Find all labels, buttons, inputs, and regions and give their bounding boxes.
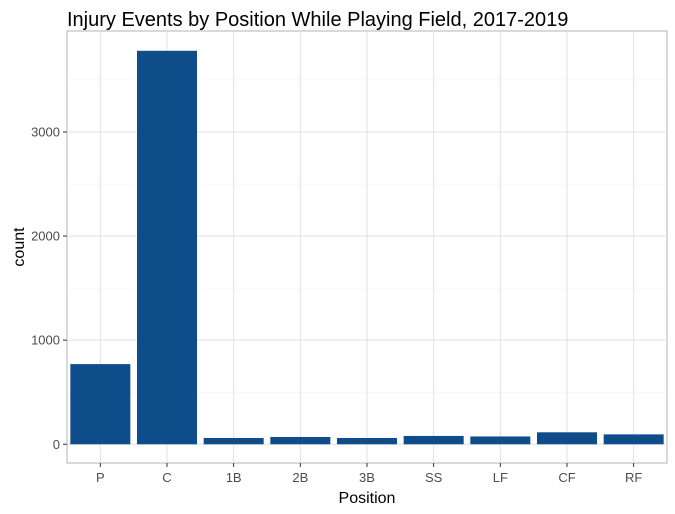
bar-lf	[470, 436, 531, 445]
bar-2b	[270, 436, 331, 445]
y-axis-ticks: 0 1000 2000 3000	[31, 124, 67, 452]
x-axis-ticks: P C 1B 2B 3B SS LF CF RF	[96, 463, 642, 485]
y-tick-label: 2000	[31, 229, 60, 244]
bar-ss	[403, 435, 464, 445]
y-tick-label: 0	[53, 437, 60, 452]
bars	[70, 50, 664, 445]
y-axis-title: count	[11, 227, 28, 267]
x-tick-label: LF	[493, 470, 508, 485]
x-axis-title: Position	[339, 490, 396, 507]
y-tick-label: 3000	[31, 124, 60, 139]
x-tick-label: C	[162, 470, 171, 485]
bar-3b	[337, 438, 397, 445]
bar-1b	[203, 438, 264, 445]
y-tick-label: 1000	[31, 333, 60, 348]
bar-p	[70, 364, 131, 445]
bar-rf	[603, 434, 664, 445]
x-tick-label: P	[96, 470, 105, 485]
x-tick-label: RF	[625, 470, 642, 485]
x-tick-label: SS	[425, 470, 443, 485]
bar-cf	[537, 432, 597, 445]
x-tick-label: 3B	[359, 470, 375, 485]
bar-c	[137, 50, 197, 445]
x-tick-label: 2B	[292, 470, 308, 485]
chart-title: Injury Events by Position While Playing …	[67, 9, 568, 31]
x-tick-label: 1B	[226, 470, 242, 485]
x-tick-label: CF	[558, 470, 575, 485]
